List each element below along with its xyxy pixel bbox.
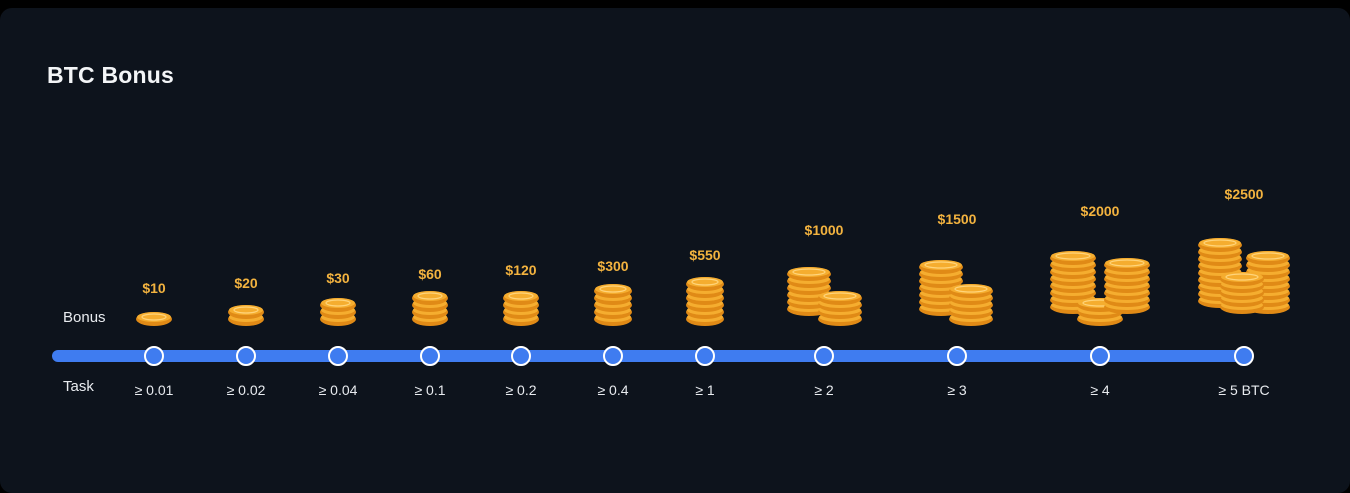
milestone-node (1234, 346, 1254, 366)
coin-stack-icon (412, 291, 448, 326)
task-threshold: ≥ 3 (947, 382, 967, 398)
bonus-amount: $550 (689, 247, 721, 263)
coin-pile-icon (919, 260, 993, 326)
btc-bonus-card: BTC Bonus Bonus Task $10 ≥ 0.01 $20 ≥ 0.02 $… (0, 8, 1350, 493)
coin-stack-icon (686, 277, 724, 326)
coin-stack-icon (594, 284, 632, 326)
coin (818, 291, 862, 305)
coin-stack-icon (320, 298, 356, 326)
bonus-amount: $1000 (804, 222, 844, 238)
coin (787, 267, 831, 281)
task-threshold: ≥ 5 BTC (1218, 382, 1270, 398)
milestone-node (420, 346, 440, 366)
coin (412, 291, 448, 305)
bonus-amount: $120 (505, 262, 537, 278)
coin-pile-icon (1050, 251, 1150, 326)
bonus-amount: $10 (142, 280, 166, 296)
coin-stack-icon (136, 312, 172, 326)
coin (919, 260, 963, 274)
milestone-node (328, 346, 348, 366)
bonus-amount: $60 (418, 266, 442, 282)
task-threshold: ≥ 1 (695, 382, 715, 398)
task-threshold: ≥ 4 (1090, 382, 1110, 398)
coin-pile-icon (1198, 238, 1290, 314)
task-threshold: ≥ 0.1 (414, 382, 446, 398)
bonus-amount: $30 (326, 270, 350, 286)
task-threshold: ≥ 0.01 (134, 382, 174, 398)
bonus-row-label: Bonus (63, 309, 106, 326)
coin (320, 298, 356, 312)
bonus-amount: $1500 (937, 211, 977, 227)
progress-track (52, 350, 1252, 362)
task-threshold: ≥ 0.04 (318, 382, 358, 398)
coin (503, 291, 539, 305)
milestone-node (603, 346, 623, 366)
milestone-node (236, 346, 256, 366)
coin (686, 277, 724, 291)
bonus-amount: $2500 (1224, 186, 1264, 202)
task-row-label: Task (63, 378, 94, 395)
milestone-node (144, 346, 164, 366)
coin (1104, 258, 1150, 272)
coin (1050, 251, 1096, 265)
coin (594, 284, 632, 298)
coin (228, 305, 264, 319)
coin (1246, 251, 1290, 265)
bonus-amount: $20 (234, 275, 258, 291)
bonus-amount: $300 (597, 258, 629, 274)
coin-stack-icon (503, 291, 539, 326)
task-threshold: ≥ 0.2 (505, 382, 537, 398)
task-threshold: ≥ 0.02 (226, 382, 266, 398)
coin (136, 312, 172, 326)
coin (1198, 238, 1242, 252)
coin (949, 284, 993, 298)
coin (1220, 272, 1264, 286)
card-title: BTC Bonus (47, 62, 175, 88)
task-threshold: ≥ 0.4 (597, 382, 629, 398)
task-threshold: ≥ 2 (814, 382, 834, 398)
bonus-amount: $2000 (1080, 203, 1120, 219)
milestone-node (814, 346, 834, 366)
coin-pile-icon (787, 267, 862, 326)
milestone-node (1090, 346, 1110, 366)
milestone-node (947, 346, 967, 366)
coin-stack-icon (228, 305, 264, 326)
milestone-node (511, 346, 531, 366)
milestone-node (695, 346, 715, 366)
